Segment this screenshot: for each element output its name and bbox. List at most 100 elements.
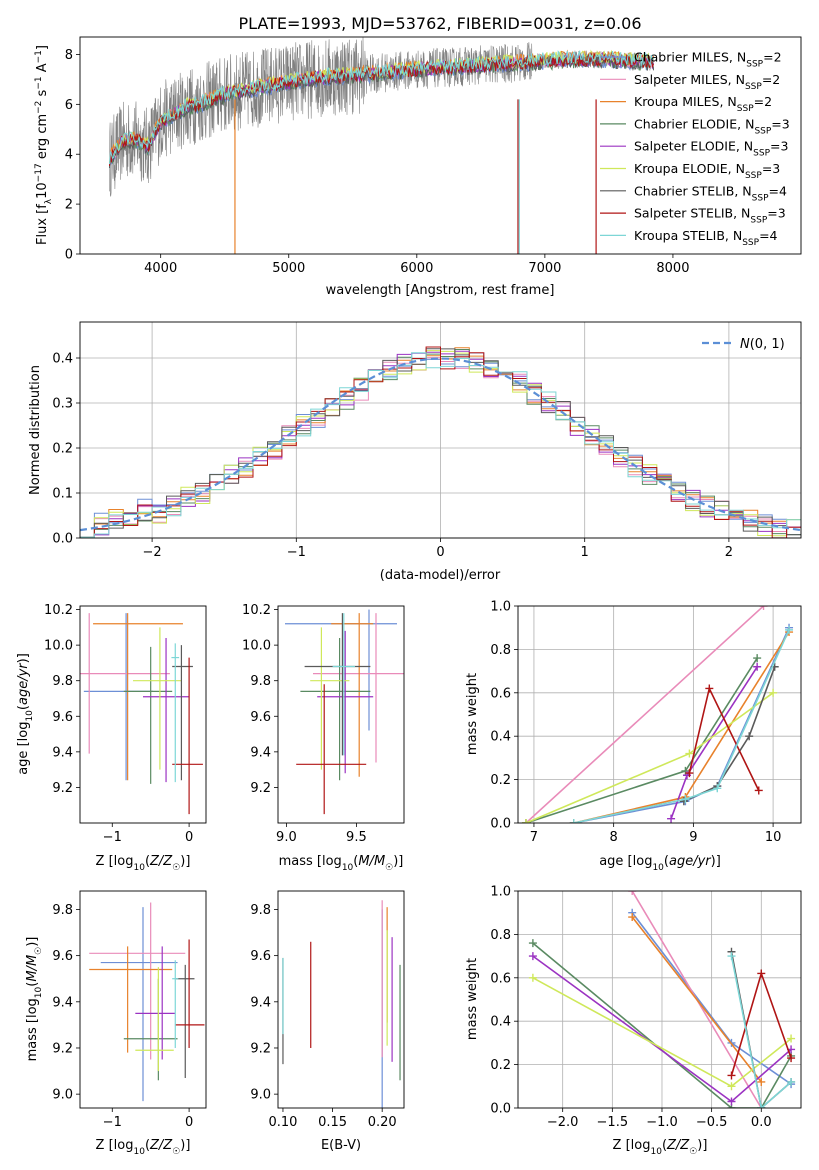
data-point: [727, 952, 736, 961]
y-tick-label: 9.2: [250, 1041, 271, 1056]
y-tick-label: 6: [65, 98, 73, 113]
axes-frame: [79, 605, 207, 824]
y-tick-label: 10.2: [44, 603, 73, 618]
y-tick-label: 9.8: [250, 674, 271, 689]
label-part: SSP: [737, 104, 754, 114]
label-part: age [log: [16, 722, 31, 775]
x-tick-label: −1: [287, 545, 306, 560]
label-part: SSP: [745, 82, 762, 92]
data-point: [705, 684, 714, 693]
axes-frame: [79, 321, 802, 539]
y-tick-label: 9.8: [52, 903, 73, 918]
data-point: [759, 606, 768, 610]
label-part: 10: [133, 1147, 145, 1157]
label-part: =2: [763, 50, 781, 65]
y-tick-label: 4: [65, 148, 73, 163]
x-axis-label: wavelength [Angstrom, rest frame]: [326, 283, 555, 298]
label-part: Salpeter STELIB, N: [634, 206, 750, 221]
y-tick-label: 9.0: [250, 1088, 271, 1103]
x-axis-label: Z [log10(Z/Z☉)]: [96, 854, 191, 873]
y-axis-label: mass weight: [465, 958, 480, 1040]
legend-entry: Chabrier STELIB, NSSP=4: [634, 183, 787, 203]
label-part: −1: [34, 76, 44, 89]
data-point: [667, 814, 676, 823]
data-point: [785, 625, 794, 634]
x-tick-label: 10: [765, 830, 782, 845]
y-tick-label: 9.8: [52, 674, 73, 689]
label-part: ☉: [385, 863, 393, 873]
series-line: [573, 629, 790, 823]
label-part: Kroupa ELODIE, N: [634, 161, 745, 176]
y-tick-label: 1.0: [490, 885, 511, 900]
y-tick-label: 9.6: [250, 949, 271, 964]
y-tick-label: 9.0: [52, 1088, 73, 1103]
label-part: (: [664, 854, 669, 869]
y-tick-label: 10.0: [44, 639, 73, 654]
x-tick-label: −1.5: [597, 1115, 629, 1130]
y-tick-label: 10.0: [242, 639, 271, 654]
y-tick-label: 0.6: [490, 686, 511, 701]
label-part: A: [35, 63, 50, 76]
label-part: SSP: [745, 171, 762, 181]
label-part: ]: [35, 45, 50, 50]
axes-frame: [277, 890, 405, 1109]
data-point: [753, 654, 762, 663]
legend-entry: Salpeter MILES, NSSP=2: [634, 72, 780, 92]
x-tick-label: 6000: [400, 261, 433, 276]
y-tick-label: 8: [65, 48, 73, 63]
model-spectrum: [109, 51, 654, 167]
data-point: [685, 769, 694, 778]
label-part: 10: [342, 863, 354, 873]
figure-title: PLATE=1993, MJD=53762, FIBERID=0031, z=0…: [238, 14, 641, 33]
label-part: (: [145, 1138, 150, 1153]
label-part: 10: [133, 863, 145, 873]
x-tick-label: 0.20: [368, 1115, 397, 1130]
y-tick-label: 9.6: [250, 710, 271, 725]
y-tick-label: 0.8: [490, 928, 511, 943]
x-tick-label: 7: [530, 830, 538, 845]
legend-entry: Salpeter STELIB, NSSP=3: [634, 206, 786, 226]
x-tick-label: 8: [610, 830, 618, 845]
x-tick-label: 0: [436, 545, 444, 560]
y-tick-label: 0.0: [490, 817, 511, 832]
data-point: [727, 1071, 736, 1080]
label-part: Z/Z: [666, 1138, 690, 1153]
x-tick-label: −2.0: [547, 1115, 579, 1130]
label-part: Z/Z: [149, 1138, 173, 1153]
y-tick-label: 0.2: [52, 442, 73, 457]
label-part: (: [16, 705, 31, 710]
series-line: [730, 955, 792, 1108]
label-part: M/M: [25, 955, 40, 982]
y-tick-label: 9.2: [250, 781, 271, 796]
label-part: Z [log: [613, 1138, 651, 1153]
label-part: Chabrier STELIB, N: [634, 183, 752, 198]
label-part: −2: [34, 101, 44, 114]
y-axis-label: age [log10(age/yr)]: [16, 653, 35, 775]
y-tick-label: 10.2: [242, 603, 271, 618]
y-tick-label: 0: [65, 248, 73, 263]
label-part: age [log: [599, 854, 652, 869]
data-point: [681, 795, 690, 804]
label-part: Flux [f: [35, 204, 50, 245]
label-part: =3: [767, 206, 785, 221]
label-part: ☉: [689, 1147, 697, 1157]
data-point: [757, 1104, 766, 1108]
label-part: (: [662, 1138, 667, 1153]
label-part: =4: [769, 183, 787, 198]
x-tick-label: 0.0: [751, 1115, 772, 1130]
label-part: =2: [762, 72, 780, 87]
data-point: [754, 786, 763, 795]
label-part: N: [740, 337, 750, 352]
data-point: [521, 819, 530, 823]
y-tick-label: 0.6: [490, 971, 511, 986]
label-part: mass [log: [279, 854, 342, 869]
label-part: ☉: [172, 1147, 180, 1157]
y-axis-label: Flux [fλ10−17 erg cm−2 s−1 A−1]: [34, 45, 54, 245]
label-part: 10: [650, 1147, 662, 1157]
label-part: Z/Z: [149, 854, 173, 869]
legend-entry: Salpeter ELODIE, NSSP=3: [634, 139, 788, 159]
data-point: [757, 1077, 766, 1086]
x-tick-label: 0.15: [318, 1115, 347, 1130]
